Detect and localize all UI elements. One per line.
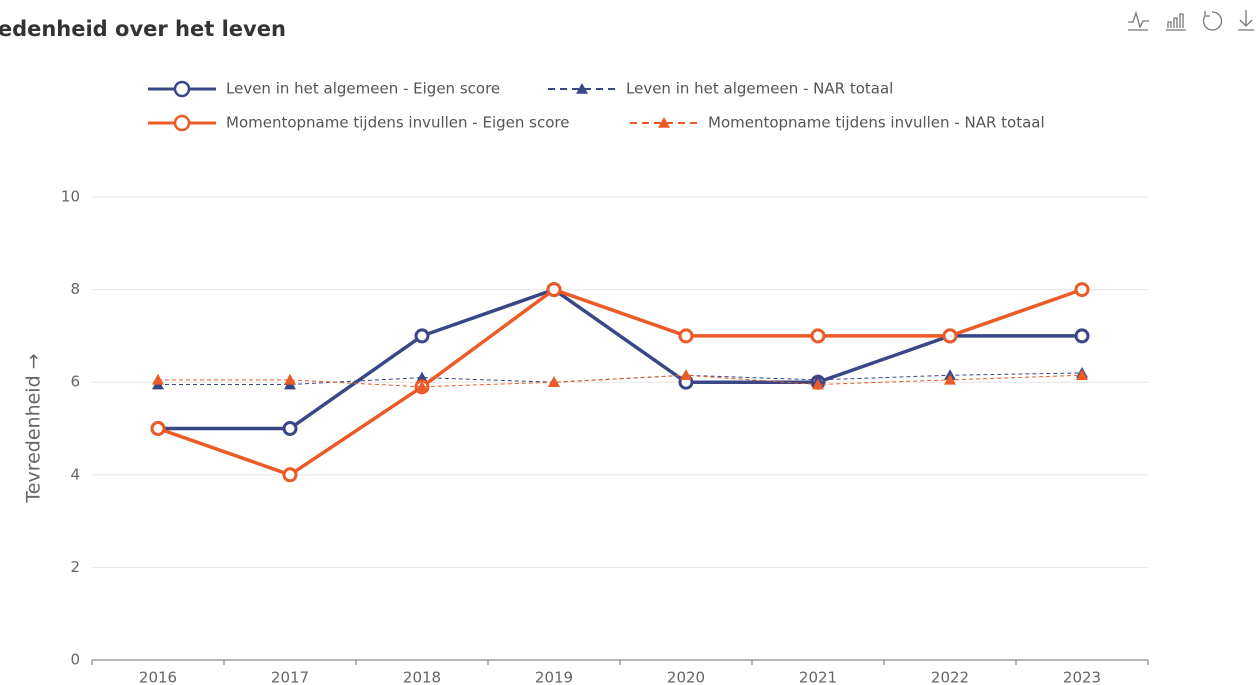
y-tick-label: 10	[61, 188, 80, 206]
x-tick-label: 2022	[931, 669, 969, 685]
y-axis-title: Tevredenheid →	[23, 353, 45, 503]
legend-marker	[576, 83, 588, 94]
series-line	[158, 374, 1083, 388]
x-tick-label: 2016	[139, 669, 177, 685]
legend-marker	[173, 80, 191, 98]
legend-label: Momentopname tijdens invullen - NAR tota…	[708, 114, 1045, 132]
x-tick-label: 2017	[271, 669, 309, 685]
point	[678, 328, 694, 344]
point	[680, 369, 692, 381]
series-line	[158, 287, 1082, 431]
line-icon[interactable]	[1128, 10, 1149, 31]
y-tick-label: 2	[70, 558, 80, 576]
point	[416, 380, 428, 392]
point	[810, 328, 826, 344]
point	[1074, 282, 1090, 298]
legend-label: Momentopname tijdens invullen - Eigen sc…	[226, 114, 569, 132]
point	[150, 421, 166, 436]
legend-marker	[658, 117, 670, 128]
download-icon[interactable]	[1238, 10, 1254, 31]
point	[152, 373, 164, 385]
bar-icon[interactable]	[1166, 13, 1186, 31]
y-tick-label: 0	[70, 651, 80, 669]
y-tick-label: 8	[70, 280, 80, 298]
toolbox[interactable]	[1128, 10, 1254, 31]
x-tick-label: 2019	[535, 669, 573, 685]
legend-label: Leven in het algemeen - NAR totaal	[626, 80, 893, 98]
legend-label: Leven in het algemeen - Eigen score	[226, 80, 500, 98]
point	[546, 282, 562, 298]
point	[1074, 328, 1090, 344]
point	[942, 328, 958, 344]
series-line	[157, 287, 1083, 477]
point	[1076, 369, 1088, 381]
y-tick-label: 6	[70, 373, 80, 391]
point	[282, 421, 298, 436]
point	[944, 373, 956, 385]
point	[414, 328, 430, 344]
point	[812, 378, 824, 390]
x-tick-label: 2021	[799, 669, 837, 685]
y-tick-label: 4	[70, 465, 80, 483]
point	[284, 373, 296, 385]
point	[548, 376, 560, 387]
x-tick-label: 2023	[1063, 669, 1101, 685]
point	[282, 467, 298, 483]
x-tick-label: 2018	[403, 669, 441, 685]
chart-title: Tevredenheid over het leven	[0, 17, 286, 41]
legend-marker	[173, 114, 191, 132]
restore-icon[interactable]	[1202, 11, 1223, 31]
point	[416, 371, 428, 383]
x-tick-label: 2020	[667, 669, 705, 685]
